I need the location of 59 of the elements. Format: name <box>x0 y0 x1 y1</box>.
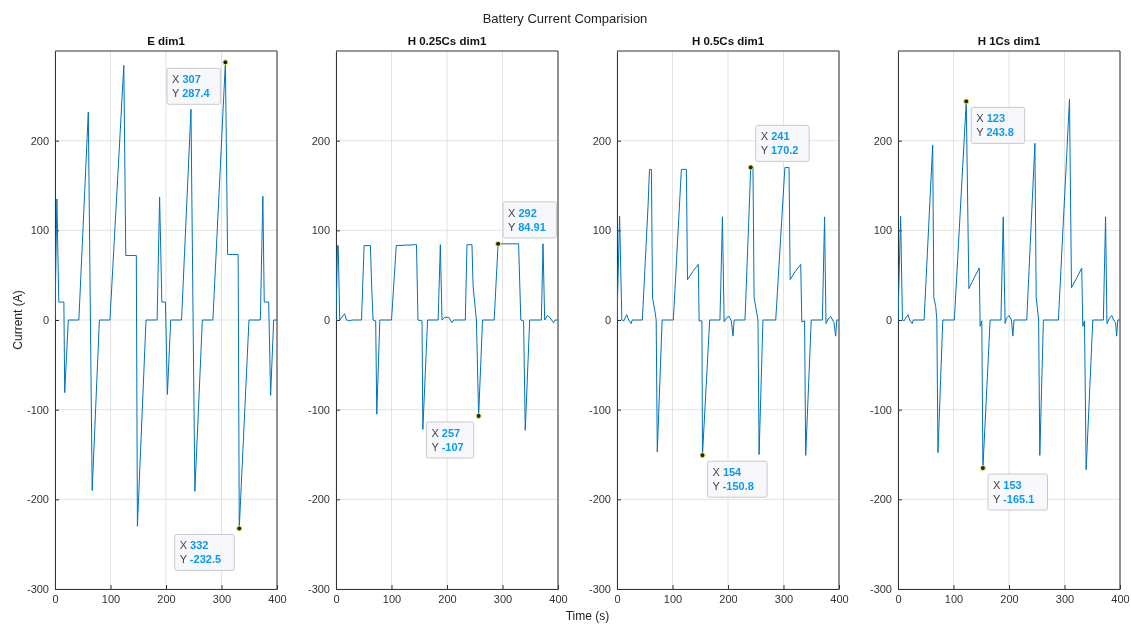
x-tick-label: 400 <box>1111 592 1130 605</box>
x-tick-label: 100 <box>101 592 121 605</box>
y-tick-label: -100 <box>26 403 49 416</box>
chart-subtitle: Battery Current Comparision <box>482 11 648 26</box>
annotation: X 153 Y -165.1 <box>992 479 1035 506</box>
y-tick-label: 0 <box>604 314 611 327</box>
y-tick-label: 0 <box>885 314 892 327</box>
x-tick-label: 300 <box>774 592 794 605</box>
x-tick-label: 200 <box>1000 592 1019 605</box>
y-tick-label: -300 <box>869 583 892 596</box>
annotation: X 123 Y 243.8 <box>976 112 1014 139</box>
annotation: X 241 Y 170.2 <box>760 130 799 157</box>
y-tick-label: -300 <box>307 583 330 596</box>
y-tick-label: 200 <box>30 134 49 147</box>
x-tick-label: 200 <box>719 592 738 605</box>
x-tick-label: 100 <box>382 592 402 605</box>
x-tick-label: 0 <box>333 592 340 605</box>
y-tick-label: -200 <box>869 493 892 506</box>
chart-title: H 0.5Cs dim1 <box>691 35 765 47</box>
chart-title: E dim1 <box>147 35 186 47</box>
y-tick-label: 100 <box>30 224 49 237</box>
x-tick-label: 100 <box>663 592 683 605</box>
x-tick-label: 100 <box>944 592 964 605</box>
y-tick-label: 0 <box>323 314 330 327</box>
annotation: X 307 Y 287.4 <box>171 73 211 100</box>
x-tick-label: 200 <box>438 592 457 605</box>
y-tick-label: -100 <box>588 403 611 416</box>
x-tick-label: 0 <box>614 592 621 605</box>
annotation: X 154 Y -150.8 <box>712 466 754 493</box>
y-tick-label: -300 <box>26 583 49 596</box>
y-tick-label: -200 <box>307 493 330 506</box>
x-tick-label: 400 <box>830 592 849 605</box>
x-tick-label: 200 <box>157 592 176 605</box>
annotation: X 257 Y -107 <box>431 426 464 453</box>
y-tick-label: 0 <box>42 314 49 327</box>
x-axis-title: Time (s) <box>565 609 610 623</box>
x-tick-label: 300 <box>212 592 232 605</box>
x-tick-label: 300 <box>493 592 513 605</box>
annotation: X 332 Y -232.5 <box>179 539 222 566</box>
y-tick-label: 200 <box>592 134 611 147</box>
y-tick-label: -300 <box>588 583 611 596</box>
y-tick-label: -200 <box>26 493 49 506</box>
x-tick-label: 0 <box>52 592 59 605</box>
y-tick-label: -100 <box>307 403 330 416</box>
y-tick-label: -200 <box>588 493 611 506</box>
y-tick-label: 200 <box>873 134 892 147</box>
x-tick-label: 400 <box>549 592 568 605</box>
y-tick-label: 100 <box>311 224 330 237</box>
chart-title: H 1Cs dim1 <box>977 35 1041 47</box>
y-tick-label: -100 <box>869 403 892 416</box>
x-tick-label: 300 <box>1055 592 1075 605</box>
y-tick-label: 100 <box>873 224 892 237</box>
annotation: X 292 Y 84.91 <box>508 206 546 233</box>
x-tick-label: 400 <box>268 592 287 605</box>
y-axis-title: Current (A) <box>11 290 25 350</box>
y-tick-label: 100 <box>592 224 611 237</box>
chart-title: H 0.25Cs dim1 <box>407 35 487 47</box>
x-tick-label: 0 <box>895 592 902 605</box>
y-tick-label: 200 <box>311 134 330 147</box>
